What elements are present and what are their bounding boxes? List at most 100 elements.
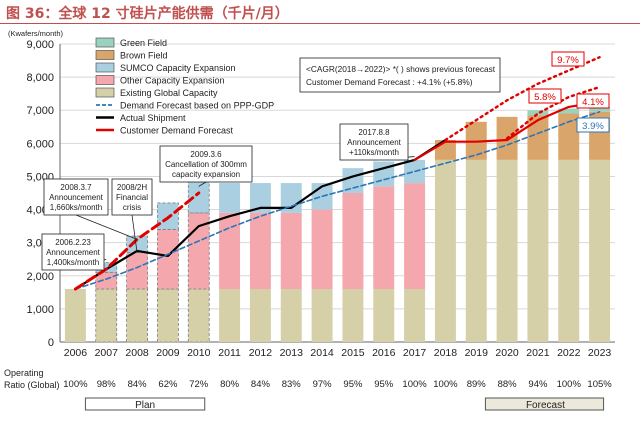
series-line — [413, 100, 601, 161]
pct-label-box — [528, 88, 562, 104]
x-tick-label: 2007 — [95, 347, 119, 359]
bar-segment — [434, 159, 456, 342]
operating-ratio-value: 95% — [374, 379, 394, 390]
cagr-note-text: Customer Demand Forecast : +4.1% (+5.8%) — [306, 77, 473, 87]
title-bar: 图 36：全球 12 寸硅片产能供需（千片/月） — [0, 0, 640, 24]
pct-label: 9.7% — [551, 51, 585, 67]
y-tick-label: 0 — [48, 337, 54, 349]
operating-ratio-value: 95% — [343, 379, 363, 390]
pct-label-box — [576, 117, 610, 133]
y-tick-label: 8,000 — [26, 72, 54, 84]
annotation-text: 2008/2H — [117, 183, 147, 192]
x-tick-label: 2021 — [526, 347, 550, 359]
chart-svg: 01,0002,0003,0004,0005,0006,0007,0008,00… — [4, 29, 615, 411]
legend-label: Brown Field — [120, 51, 168, 61]
x-tick-label: 2020 — [495, 347, 519, 359]
legend-swatch — [95, 50, 115, 60]
bar-segment — [373, 186, 395, 290]
annotation-text: 2017.8.8 — [358, 128, 390, 137]
operating-ratio-value: 100% — [557, 379, 582, 390]
bar-segment — [558, 113, 580, 160]
bar-segment — [219, 212, 241, 290]
legend-label: Existing Global Capacity — [120, 88, 218, 98]
bar-segment — [187, 288, 210, 343]
legend-label: Green Field — [120, 38, 167, 48]
pct-label: 4.1% — [576, 93, 610, 109]
x-tick-label: 2010 — [187, 347, 211, 359]
x-tick-label: 2006 — [64, 347, 88, 359]
operating-ratio-value: 83% — [282, 379, 302, 390]
operating-ratio-value: 84% — [128, 379, 148, 390]
operating-ratio-value: 100% — [63, 379, 88, 390]
x-tick-label: 2023 — [588, 347, 612, 359]
annotation-text: 1,400ks/month — [47, 258, 99, 267]
x-tick-label: 2011 — [218, 347, 241, 359]
operating-ratio-value: 94% — [528, 379, 548, 390]
bar-segment — [280, 212, 302, 290]
pct-label-text: 3.9% — [582, 121, 604, 132]
bar-segment — [434, 140, 456, 160]
bar-segment — [249, 212, 271, 290]
pct-label: 5.8% — [528, 88, 562, 104]
legend-swatch — [95, 87, 115, 98]
cagr-note-text: <CAGR(2018→2022)> *( ) shows previous fo… — [306, 64, 496, 74]
annotation-box — [111, 178, 153, 216]
bar-segment — [64, 289, 86, 342]
pct-label-text: 9.7% — [557, 55, 579, 66]
legend-label: Actual Shipment — [120, 113, 186, 123]
annotation-text: Cancellation of 300mm — [165, 160, 247, 169]
x-tick-label: 2018 — [434, 347, 458, 359]
operating-ratio-value: 84% — [251, 379, 271, 390]
x-tick-label: 2015 — [341, 347, 365, 359]
bar-segment — [373, 289, 395, 342]
legend-label: Demand Forecast based on PPP-GDP — [120, 101, 274, 111]
series-line — [74, 111, 601, 290]
bar-segment — [157, 288, 179, 343]
bar-segment — [219, 183, 241, 213]
annotation-box — [159, 145, 253, 183]
legend-label: Other Capacity Expansion — [120, 76, 225, 86]
annotation-box — [43, 178, 109, 216]
bar-segment — [589, 159, 611, 342]
x-tick-label: 2017 — [403, 347, 427, 359]
bar-segment — [527, 110, 549, 116]
operating-ratio-value: 98% — [97, 379, 117, 390]
annotation-text: 2008.3.7 — [60, 183, 92, 192]
bar-segment — [404, 289, 426, 342]
x-tick-label: 2013 — [280, 347, 304, 359]
operating-ratio-value: 89% — [467, 379, 487, 390]
pct-label: 3.9% — [576, 117, 610, 133]
annotation-text: capacity expansion — [172, 170, 240, 179]
annotation-box — [339, 123, 409, 161]
operating-ratio-value: 100% — [433, 379, 458, 390]
x-tick-label: 2014 — [310, 347, 334, 359]
cagr-note-box — [299, 57, 501, 93]
annotation-text: Financial — [116, 193, 148, 202]
legend-swatch — [95, 62, 115, 73]
annotation-pointer — [198, 181, 207, 187]
y-tick-label: 9,000 — [26, 39, 54, 51]
bar-segment — [465, 159, 487, 342]
annotation-text: Announcement — [347, 138, 402, 147]
title-rule — [0, 23, 640, 24]
cagr-note: <CAGR(2018→2022)> *( ) shows previous fo… — [299, 57, 501, 93]
operating-ratio-label: Operating — [4, 368, 44, 378]
annotation-text: Announcement — [49, 193, 104, 202]
bar-segment — [95, 288, 118, 343]
y-tick-label: 6,000 — [26, 138, 54, 150]
x-tick-label: 2009 — [156, 347, 180, 359]
operating-ratio-value: 97% — [313, 379, 333, 390]
bar-segment — [280, 289, 302, 342]
legend: Green Field Brown Field SUMCO Capacity Exp… — [95, 37, 274, 136]
bar-segment — [404, 183, 426, 290]
annotation-text: Announcement — [46, 248, 101, 257]
bar-segment — [496, 159, 518, 342]
bar-segment — [126, 235, 148, 254]
bar-segment — [311, 289, 333, 342]
annotation-box — [41, 233, 105, 271]
bar-segment — [126, 288, 148, 343]
